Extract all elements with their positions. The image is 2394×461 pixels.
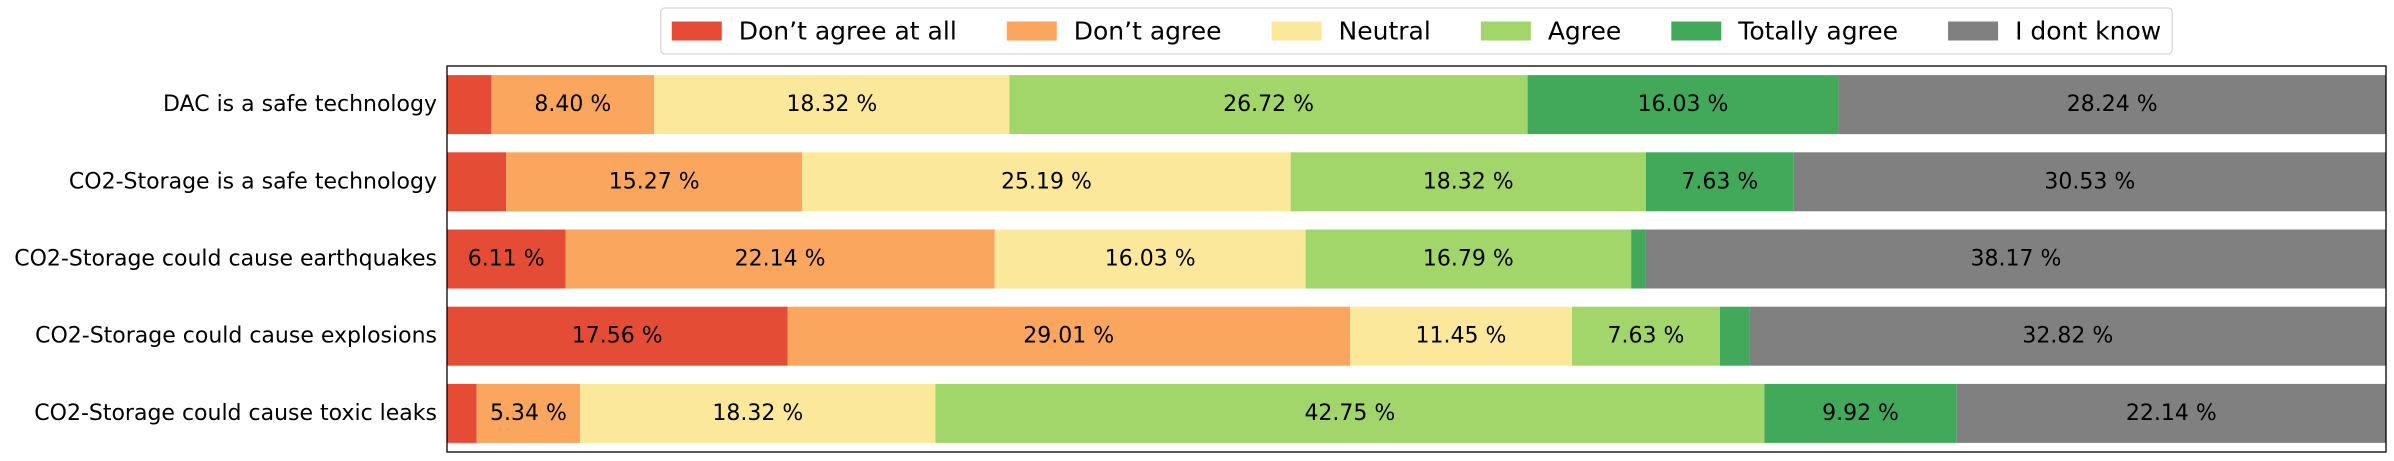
bar-i-dont-know-row-4 (1749, 306, 2386, 366)
legend-label-don-t-agree-at-all: Don’t agree at all (739, 17, 957, 46)
legend-frame (660, 7, 2173, 55)
bar-agree-row-4 (1572, 306, 1720, 366)
data-label-neutral-row-4: 11.45 % (1416, 324, 1507, 349)
legend: Don’t agree at all Don’t agree Neutral Agre… (660, 7, 2173, 55)
data-label-don-t-agree-at-all-row-4: 17.56 % (572, 324, 663, 349)
y-tick-label-co2-storage-could-cause-toxic-leaks: CO2-Storage could cause toxic leaks (34, 401, 437, 426)
data-label-agree-row-1: 26.72 % (1223, 92, 1314, 117)
bar-don-t-agree-row-2 (506, 152, 803, 212)
bar-don-t-agree-row-5 (476, 383, 581, 443)
legend-swatch-neutral (1271, 21, 1322, 41)
data-label-agree-row-2: 18.32 % (1423, 169, 1514, 194)
data-label-don-t-agree-row-2: 15.27 % (609, 169, 700, 194)
bar-i-dont-know-row-2 (1793, 152, 2386, 212)
legend-label-totally-agree: Totally agree (1737, 17, 1898, 46)
plot-frame (446, 65, 2387, 453)
y-tick-label-co2-storage-could-cause-explosions: CO2-Storage could cause explosions (35, 324, 437, 349)
bar-totally-agree-row-4 (1719, 306, 1750, 366)
bar-neutral-row-1 (654, 75, 1010, 135)
bar-don-t-agree-at-all-row-5 (447, 383, 477, 443)
y-tick-label-co2-storage-is-a-safe-technology: CO2-Storage is a safe technology (69, 169, 437, 194)
data-label-don-t-agree-row-3: 22.14 % (735, 247, 826, 272)
bar-neutral-row-5 (580, 383, 936, 443)
y-axis-tick-labels: DAC is a safe technology CO2-Storage is a… (14, 92, 437, 426)
bar-don-t-agree-at-all-row-2 (447, 152, 507, 212)
data-label-i-dont-know-row-4: 32.82 % (2022, 324, 2113, 349)
legend-label-don-t-agree: Don’t agree (1074, 17, 1222, 46)
data-label-i-dont-know-row-5: 22.14 % (2126, 401, 2217, 426)
data-label-don-t-agree-at-all-row-3: 6.11 % (468, 247, 545, 272)
bar-i-dont-know-row-3 (1645, 229, 2386, 289)
bar-neutral-row-4 (1349, 306, 1573, 366)
bar-totally-agree-row-3 (1631, 229, 1646, 289)
bar-neutral-row-3 (994, 229, 1306, 289)
bar-don-t-agree-at-all-row-3 (447, 229, 566, 289)
data-label-agree-row-3: 16.79 % (1423, 247, 1514, 272)
bars (447, 75, 2386, 443)
bar-agree-row-3 (1305, 229, 1632, 289)
bar-totally-agree-row-2 (1645, 152, 1794, 212)
bar-totally-agree-row-5 (1764, 383, 1957, 443)
bar-agree-row-2 (1290, 152, 1646, 212)
y-tick-label-co2-storage-could-cause-earthquakes: CO2-Storage could cause earthquakes (14, 247, 437, 272)
data-label-agree-row-4: 7.63 % (1608, 324, 1685, 349)
data-label-don-t-agree-row-5: 5.34 % (490, 401, 567, 426)
data-label-agree-row-5: 42.75 % (1304, 401, 1395, 426)
data-label-don-t-agree-row-4: 29.01 % (1023, 324, 1114, 349)
bar-don-t-agree-row-3 (565, 229, 995, 289)
data-label-totally-agree-row-5: 9.92 % (1822, 401, 1899, 426)
legend-label-i-dont-know: I dont know (2015, 17, 2161, 46)
y-tick-label-dac-is-a-safe-technology: DAC is a safe technology (163, 92, 437, 117)
data-label-totally-agree-row-1: 16.03 % (1638, 92, 1729, 117)
bar-i-dont-know-row-1 (1838, 75, 2386, 135)
legend-swatch-agree (1480, 21, 1531, 41)
data-label-neutral-row-1: 18.32 % (786, 92, 877, 117)
legend-swatch-totally-agree (1671, 21, 1722, 41)
bar-don-t-agree-row-1 (491, 75, 655, 135)
data-label-i-dont-know-row-2: 30.53 % (2044, 169, 2135, 194)
data-label-don-t-agree-row-1: 8.40 % (534, 92, 611, 117)
data-label-neutral-row-3: 16.03 % (1105, 247, 1196, 272)
bar-i-dont-know-row-5 (1956, 383, 2386, 443)
legend-label-agree: Agree (1548, 17, 1621, 46)
bar-don-t-agree-row-4 (787, 306, 1350, 366)
legend-label-neutral: Neutral (1339, 17, 1431, 46)
legend-swatch-i-dont-know (1948, 21, 1999, 41)
data-label-i-dont-know-row-3: 38.17 % (1970, 247, 2061, 272)
data-label-totally-agree-row-2: 7.63 % (1681, 169, 1758, 194)
data-label-i-dont-know-row-1: 28.24 % (2067, 92, 2158, 117)
legend-swatch-don-t-agree (1006, 21, 1057, 41)
data-labels: 8.40 % 18.32 % 26.72 % 16.03 % 28.24 % 15.27 … (468, 92, 2217, 426)
legend-swatch-don-t-agree-at-all (671, 21, 722, 41)
data-label-neutral-row-5: 18.32 % (712, 401, 803, 426)
bar-agree-row-5 (935, 383, 1765, 443)
bar-don-t-agree-at-all-row-4 (447, 306, 788, 366)
bar-neutral-row-2 (802, 152, 1291, 212)
bar-agree-row-1 (1009, 75, 1528, 135)
data-label-neutral-row-2: 25.19 % (1001, 169, 1092, 194)
bar-totally-agree-row-1 (1527, 75, 1839, 135)
bar-don-t-agree-at-all-row-1 (447, 75, 492, 135)
